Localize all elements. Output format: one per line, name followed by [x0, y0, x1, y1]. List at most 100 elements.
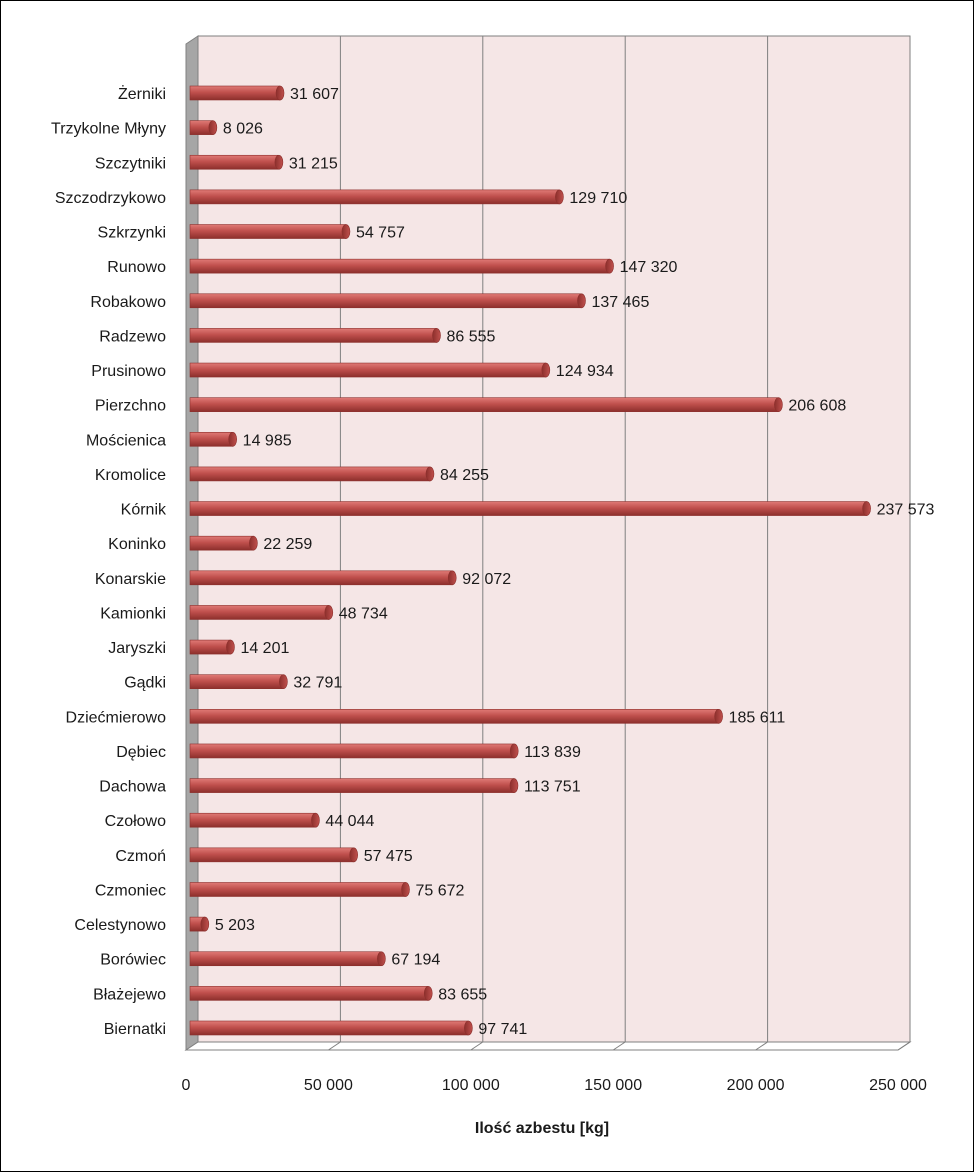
- bar-cap: [228, 431, 237, 447]
- bar: [189, 362, 547, 378]
- category-label: Koninko: [108, 536, 166, 553]
- bar: [189, 431, 233, 447]
- bar-group: [189, 605, 334, 620]
- bar-cap: [274, 154, 284, 170]
- bar-cap: [311, 812, 320, 828]
- value-label: 92 072: [462, 571, 511, 588]
- category-label: Biernatki: [104, 1021, 166, 1038]
- bar-group: [189, 189, 564, 205]
- bar: [189, 1020, 469, 1036]
- bar-group: [189, 154, 284, 170]
- bar-group: [189, 674, 288, 690]
- value-label: 14 201: [240, 640, 289, 657]
- bar: [189, 535, 254, 551]
- bar: [189, 605, 330, 620]
- x-tick-label: 250 000: [869, 1077, 927, 1094]
- category-label: Prusinowo: [91, 363, 166, 380]
- bar: [189, 189, 560, 205]
- category-label: Pierzchno: [95, 398, 166, 415]
- x-tick-label: 200 000: [727, 1077, 785, 1094]
- x-tick-label: 150 000: [584, 1077, 642, 1094]
- value-label: 147 320: [620, 259, 678, 276]
- value-label: 237 573: [877, 502, 935, 519]
- bar-cap: [774, 397, 783, 412]
- value-label: 32 791: [293, 675, 342, 692]
- bar-group: [189, 293, 586, 309]
- category-label: Dębiec: [116, 744, 166, 761]
- bar-group: [189, 362, 551, 378]
- bar: [189, 743, 515, 759]
- value-label: 44 044: [325, 813, 374, 830]
- x-tick-label: 0: [182, 1077, 191, 1094]
- bar-group: [189, 778, 519, 793]
- bar-cap: [324, 605, 334, 620]
- bar: [189, 812, 316, 828]
- bar-cap: [200, 916, 210, 932]
- category-label: Szczytniki: [95, 155, 166, 172]
- bar: [189, 639, 231, 655]
- bar-cap: [341, 224, 351, 239]
- bar: [189, 882, 406, 897]
- category-label: Szkrzynki: [98, 225, 166, 242]
- value-label: 5 203: [215, 917, 255, 934]
- bar-group: [189, 501, 871, 516]
- value-label: 48 734: [339, 605, 388, 622]
- bar: [189, 293, 582, 309]
- bar-group: [189, 951, 386, 967]
- category-label: Kromolice: [95, 467, 166, 484]
- bar-cap: [208, 120, 218, 135]
- bar-cap: [432, 328, 441, 343]
- bar: [189, 570, 453, 586]
- value-label: 83 655: [438, 986, 487, 1003]
- bar-cap: [509, 778, 519, 793]
- bar-group: [189, 639, 235, 655]
- category-label: Czmoniec: [95, 882, 166, 899]
- bar: [189, 709, 719, 724]
- bar-group: [189, 709, 723, 724]
- value-label: 97 741: [478, 1021, 527, 1038]
- category-label: Kamionki: [100, 605, 166, 622]
- bar-group: [189, 431, 237, 447]
- bar-cap: [577, 293, 586, 309]
- category-label: Jaryszki: [108, 640, 166, 657]
- bar-cap: [226, 639, 235, 655]
- bar-group: [189, 1020, 473, 1036]
- bar: [189, 466, 431, 482]
- bar-group: [189, 916, 210, 932]
- bar: [189, 986, 429, 1001]
- value-label: 124 934: [556, 363, 614, 380]
- gridline-floor: [755, 1041, 768, 1051]
- bar: [189, 847, 354, 863]
- bar: [189, 258, 610, 274]
- gridline-floor: [470, 1041, 484, 1051]
- bar: [189, 674, 284, 690]
- value-label: 31 215: [289, 155, 338, 172]
- category-label: Błażejewo: [93, 986, 166, 1003]
- bar-group: [189, 466, 435, 482]
- category-label: Radzewo: [99, 328, 166, 345]
- category-label: Czołowo: [105, 813, 166, 830]
- bar-group: [189, 258, 614, 274]
- category-label: Gądki: [124, 675, 166, 692]
- bar-group: [189, 570, 457, 586]
- value-label: 22 259: [263, 536, 312, 553]
- gridline-floor: [612, 1041, 626, 1051]
- bar-cap: [509, 743, 519, 759]
- bar: [189, 951, 382, 967]
- value-label: 84 255: [440, 467, 489, 484]
- bar-group: [189, 882, 410, 897]
- category-label: Czmoń: [115, 848, 166, 865]
- bar: [189, 778, 515, 793]
- bar-group: [189, 224, 351, 239]
- x-tick-label: 50 000: [304, 1077, 353, 1094]
- plot-floor: [184, 1041, 912, 1051]
- bar-cap: [862, 501, 871, 516]
- value-label: 54 757: [356, 225, 405, 242]
- category-label: Robakowo: [90, 294, 166, 311]
- bar-cap: [425, 466, 435, 482]
- category-label: Borówiec: [100, 952, 166, 969]
- value-label: 8 026: [223, 121, 263, 138]
- bar-cap: [605, 258, 614, 274]
- value-label: 137 465: [592, 294, 650, 311]
- value-label: 185 611: [729, 709, 786, 726]
